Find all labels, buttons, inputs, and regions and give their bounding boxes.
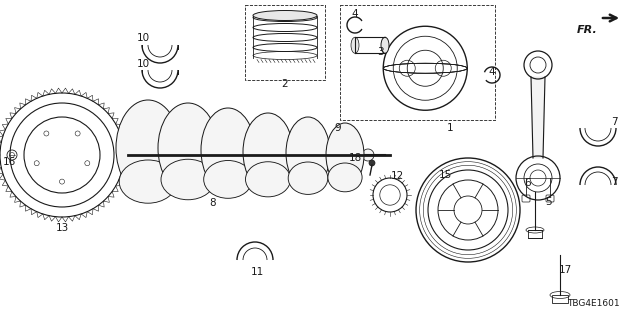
Text: 10: 10 bbox=[136, 59, 150, 69]
Text: 7: 7 bbox=[611, 117, 618, 127]
Text: 9: 9 bbox=[335, 123, 341, 133]
Ellipse shape bbox=[351, 37, 359, 53]
Text: 4: 4 bbox=[489, 67, 495, 77]
Ellipse shape bbox=[243, 113, 293, 191]
Ellipse shape bbox=[119, 160, 177, 203]
Ellipse shape bbox=[381, 37, 389, 53]
Text: FR.: FR. bbox=[577, 25, 598, 35]
Circle shape bbox=[173, 140, 203, 170]
Text: 13: 13 bbox=[56, 223, 68, 233]
Circle shape bbox=[255, 145, 280, 170]
Ellipse shape bbox=[288, 162, 328, 194]
Circle shape bbox=[224, 149, 236, 161]
Circle shape bbox=[362, 149, 374, 161]
Ellipse shape bbox=[158, 103, 218, 193]
Text: 12: 12 bbox=[390, 171, 404, 181]
Text: 8: 8 bbox=[210, 198, 216, 208]
Text: 17: 17 bbox=[558, 265, 572, 275]
Ellipse shape bbox=[326, 123, 364, 187]
Ellipse shape bbox=[253, 11, 317, 20]
Bar bbox=[552, 295, 568, 303]
Text: 11: 11 bbox=[250, 267, 264, 277]
Text: 15: 15 bbox=[438, 170, 452, 180]
Circle shape bbox=[189, 149, 201, 161]
Circle shape bbox=[124, 149, 136, 161]
Circle shape bbox=[369, 160, 375, 166]
Circle shape bbox=[259, 149, 271, 161]
Text: 10: 10 bbox=[136, 33, 150, 43]
Ellipse shape bbox=[246, 162, 291, 197]
Circle shape bbox=[335, 150, 355, 169]
Ellipse shape bbox=[204, 161, 252, 198]
Text: 3: 3 bbox=[377, 47, 383, 57]
Circle shape bbox=[214, 143, 241, 170]
Text: 7: 7 bbox=[611, 177, 618, 187]
Text: 16: 16 bbox=[3, 157, 15, 167]
Bar bbox=[245, 5, 325, 80]
Ellipse shape bbox=[286, 117, 330, 189]
Bar bbox=[340, 5, 495, 120]
Circle shape bbox=[329, 149, 341, 161]
Polygon shape bbox=[531, 77, 545, 158]
Circle shape bbox=[297, 148, 319, 169]
Ellipse shape bbox=[328, 163, 362, 192]
Ellipse shape bbox=[161, 159, 215, 200]
Ellipse shape bbox=[116, 100, 180, 196]
Ellipse shape bbox=[201, 108, 255, 192]
Circle shape bbox=[154, 149, 166, 161]
Bar bbox=[528, 230, 542, 238]
Text: 1: 1 bbox=[447, 123, 453, 133]
Text: 18: 18 bbox=[348, 153, 362, 163]
Circle shape bbox=[132, 139, 164, 171]
Text: 6: 6 bbox=[525, 178, 531, 188]
Text: 5: 5 bbox=[545, 197, 551, 207]
Text: 2: 2 bbox=[282, 79, 288, 89]
Circle shape bbox=[294, 149, 306, 161]
Text: 4: 4 bbox=[352, 9, 358, 19]
Text: TBG4E1601: TBG4E1601 bbox=[568, 299, 620, 308]
